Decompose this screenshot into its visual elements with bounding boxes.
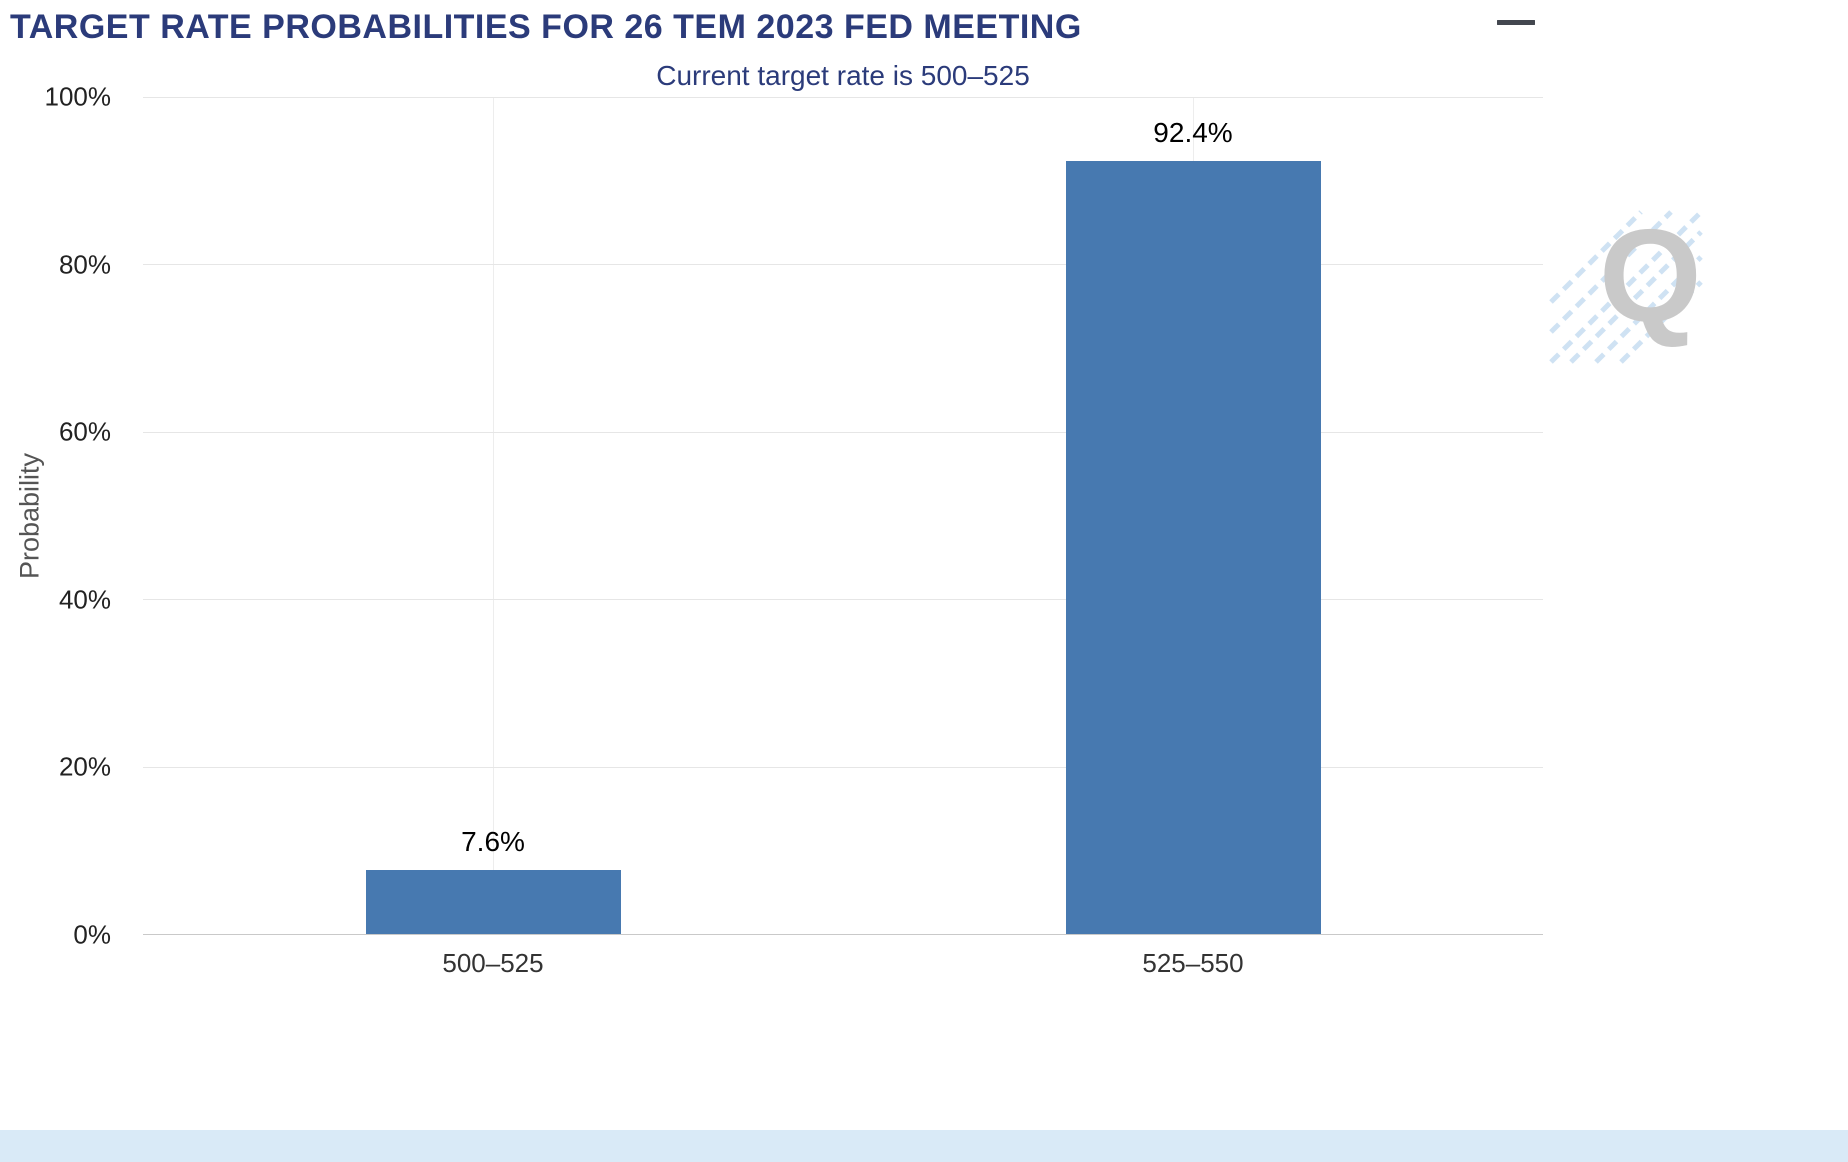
gridline-h (143, 766, 1543, 768)
watermark-stripes-icon (1549, 210, 1703, 364)
hamburger-bar (1497, 20, 1535, 25)
gridline-h (143, 599, 1543, 601)
y-tick-label: 20% (58, 751, 111, 782)
y-tick-label: 60% (58, 416, 111, 447)
y-tick-label: 0% (73, 919, 111, 950)
chart-title: TARGET RATE PROBABILITIES FOR 26 TEM 202… (10, 8, 1082, 46)
y-tick-label: 100% (44, 81, 112, 112)
watermark-q-letter: Q (1599, 202, 1702, 349)
gridline-v (493, 97, 494, 934)
gridline-h (143, 264, 1543, 266)
bar-525–550[interactable] (1065, 160, 1321, 934)
gridline-h (143, 431, 1543, 433)
x-category-label: 525–550 (1142, 948, 1244, 978)
x-axis: 500–525 525–550 (143, 948, 1543, 984)
y-axis: 0% 20% 40% 60% 80% 100% (0, 82, 127, 950)
bottom-strip (0, 1130, 1848, 1162)
watermark-logo: Q (1541, 202, 1716, 377)
gridline-h (143, 97, 1543, 98)
chart-subtitle: Current target rate is 500–525 (656, 60, 1030, 91)
bar-value-label: 92.4% (1153, 116, 1233, 148)
bar-value-label: 7.6% (461, 826, 525, 858)
bar-500–525[interactable] (365, 870, 621, 934)
y-tick-label: 80% (58, 249, 111, 280)
y-tick-label: 40% (58, 584, 111, 615)
plot-area: Q 7.6% 92.4% (143, 97, 1703, 935)
x-category-label: 500–525 (442, 948, 544, 978)
